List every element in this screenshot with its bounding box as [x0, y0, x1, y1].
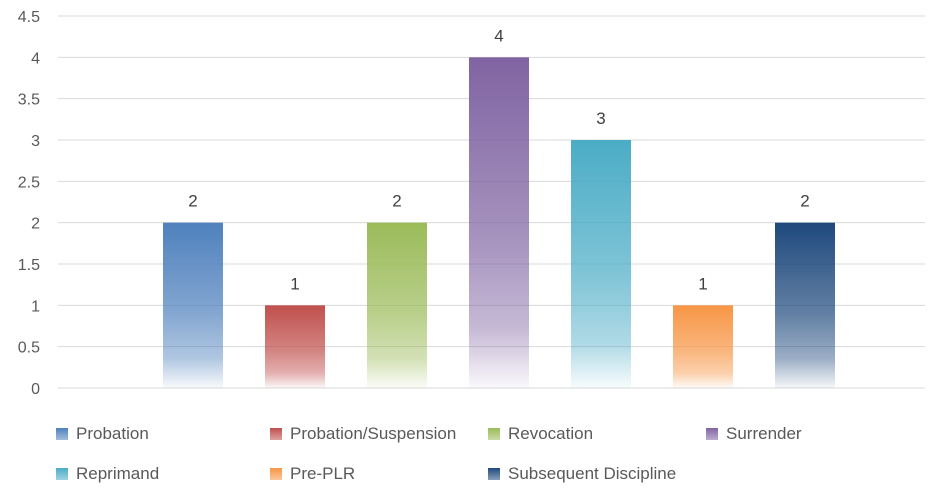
data-label: 4	[494, 26, 503, 45]
legend-item: Pre-PLR	[270, 462, 355, 486]
chart-plot: 0 0.5 1 1.5 2 2.5 3 3.5 4 4.5 2 1 2 4 3 1 2	[18, 9, 925, 398]
legend-swatch	[706, 428, 718, 440]
bar-probation	[163, 222, 223, 388]
bar-surrender	[469, 57, 529, 388]
y-tick-label: 1.5	[18, 257, 40, 274]
legend-swatch	[270, 428, 282, 440]
y-tick-label: 0.5	[18, 340, 40, 357]
legend-label: Surrender	[726, 424, 802, 443]
y-tick-label: 2	[31, 216, 40, 233]
legend-label: Probation	[76, 424, 149, 443]
legend-item: Subsequent Discipline	[488, 462, 676, 486]
data-labels: 2 1 2 4 3 1 2	[188, 26, 809, 293]
data-label: 2	[392, 192, 401, 211]
legend-swatch	[56, 428, 68, 440]
data-label: 3	[596, 109, 605, 128]
bar-probation-suspension	[265, 305, 325, 388]
y-tick-label: 1	[31, 298, 40, 315]
legend-item: Revocation	[488, 422, 593, 446]
y-tick-label: 3	[31, 133, 40, 150]
legend-item: Surrender	[706, 422, 802, 446]
data-label: 1	[290, 274, 299, 293]
legend-swatch	[270, 468, 282, 480]
data-label: 2	[188, 192, 197, 211]
legend-swatch	[488, 428, 500, 440]
data-label: 2	[800, 192, 809, 211]
y-tick-label: 4.5	[18, 9, 40, 26]
bar-subsequent-discipline	[775, 222, 835, 388]
y-tick-label: 2.5	[18, 174, 40, 191]
bars	[163, 57, 835, 388]
legend-label: Pre-PLR	[290, 464, 356, 483]
legend-label: Reprimand	[76, 464, 160, 483]
bar-reprimand	[571, 140, 631, 388]
bar-revocation	[367, 222, 427, 388]
legend-label: Probation/Suspension	[290, 424, 457, 443]
legend: Probation Probation/Suspension Revocation S…	[0, 418, 930, 488]
legend-item: Probation	[56, 422, 149, 446]
legend-item: Probation/Suspension	[270, 422, 456, 446]
y-tick-label: 0	[31, 381, 40, 398]
legend-swatch	[56, 468, 68, 480]
y-tick-label: 4	[31, 50, 40, 67]
legend-item: Reprimand	[56, 462, 159, 486]
y-tick-label: 3.5	[18, 92, 40, 109]
legend-swatch	[488, 468, 500, 480]
legend-label: Subsequent Discipline	[508, 464, 677, 483]
data-label: 1	[698, 274, 707, 293]
legend-label: Revocation	[508, 424, 594, 443]
bar-pre-plr	[673, 305, 733, 388]
y-axis-ticks: 0 0.5 1 1.5 2 2.5 3 3.5 4 4.5	[18, 9, 40, 398]
